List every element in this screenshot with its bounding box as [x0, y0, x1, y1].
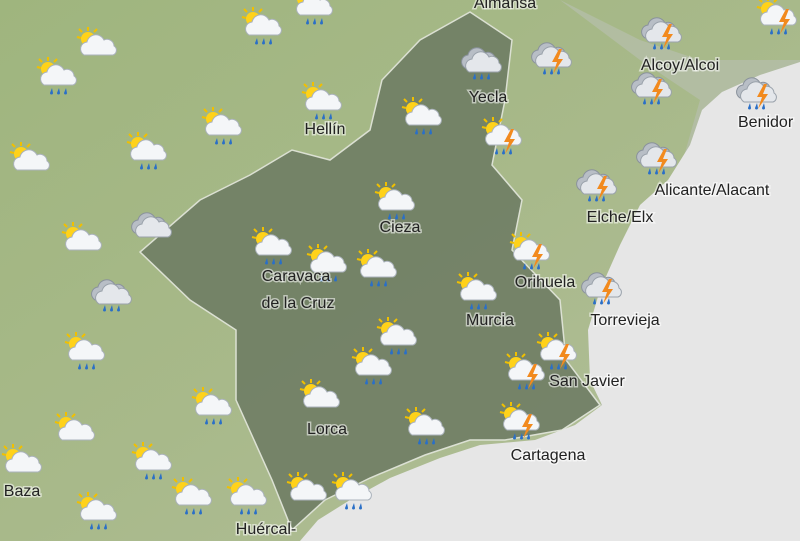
- place-label: Orihuela: [515, 274, 576, 291]
- place-label: Hellín: [305, 121, 346, 138]
- place-label: Baza: [4, 483, 41, 500]
- place-label: Caravaca: [262, 268, 331, 285]
- place-label: Almansa: [474, 0, 536, 12]
- place-label: Lorca: [307, 421, 347, 438]
- place-label: Torrevieja: [590, 312, 659, 329]
- place-label: Alicante/Alacant: [655, 182, 770, 199]
- place-label: de la Cruz: [262, 295, 335, 312]
- place-label: Cieza: [380, 219, 421, 236]
- place-label: Huércal-: [236, 521, 296, 538]
- place-label: Elche/Elx: [587, 209, 654, 226]
- place-label: Yecla: [469, 89, 508, 106]
- place-label: Murcia: [466, 312, 514, 329]
- place-label: Alcoy/Alcoi: [641, 57, 719, 74]
- place-label: Cartagena: [511, 447, 586, 464]
- place-label: San Javier: [549, 373, 625, 390]
- sea: [300, 62, 800, 541]
- place-label: Benidor: [738, 114, 794, 131]
